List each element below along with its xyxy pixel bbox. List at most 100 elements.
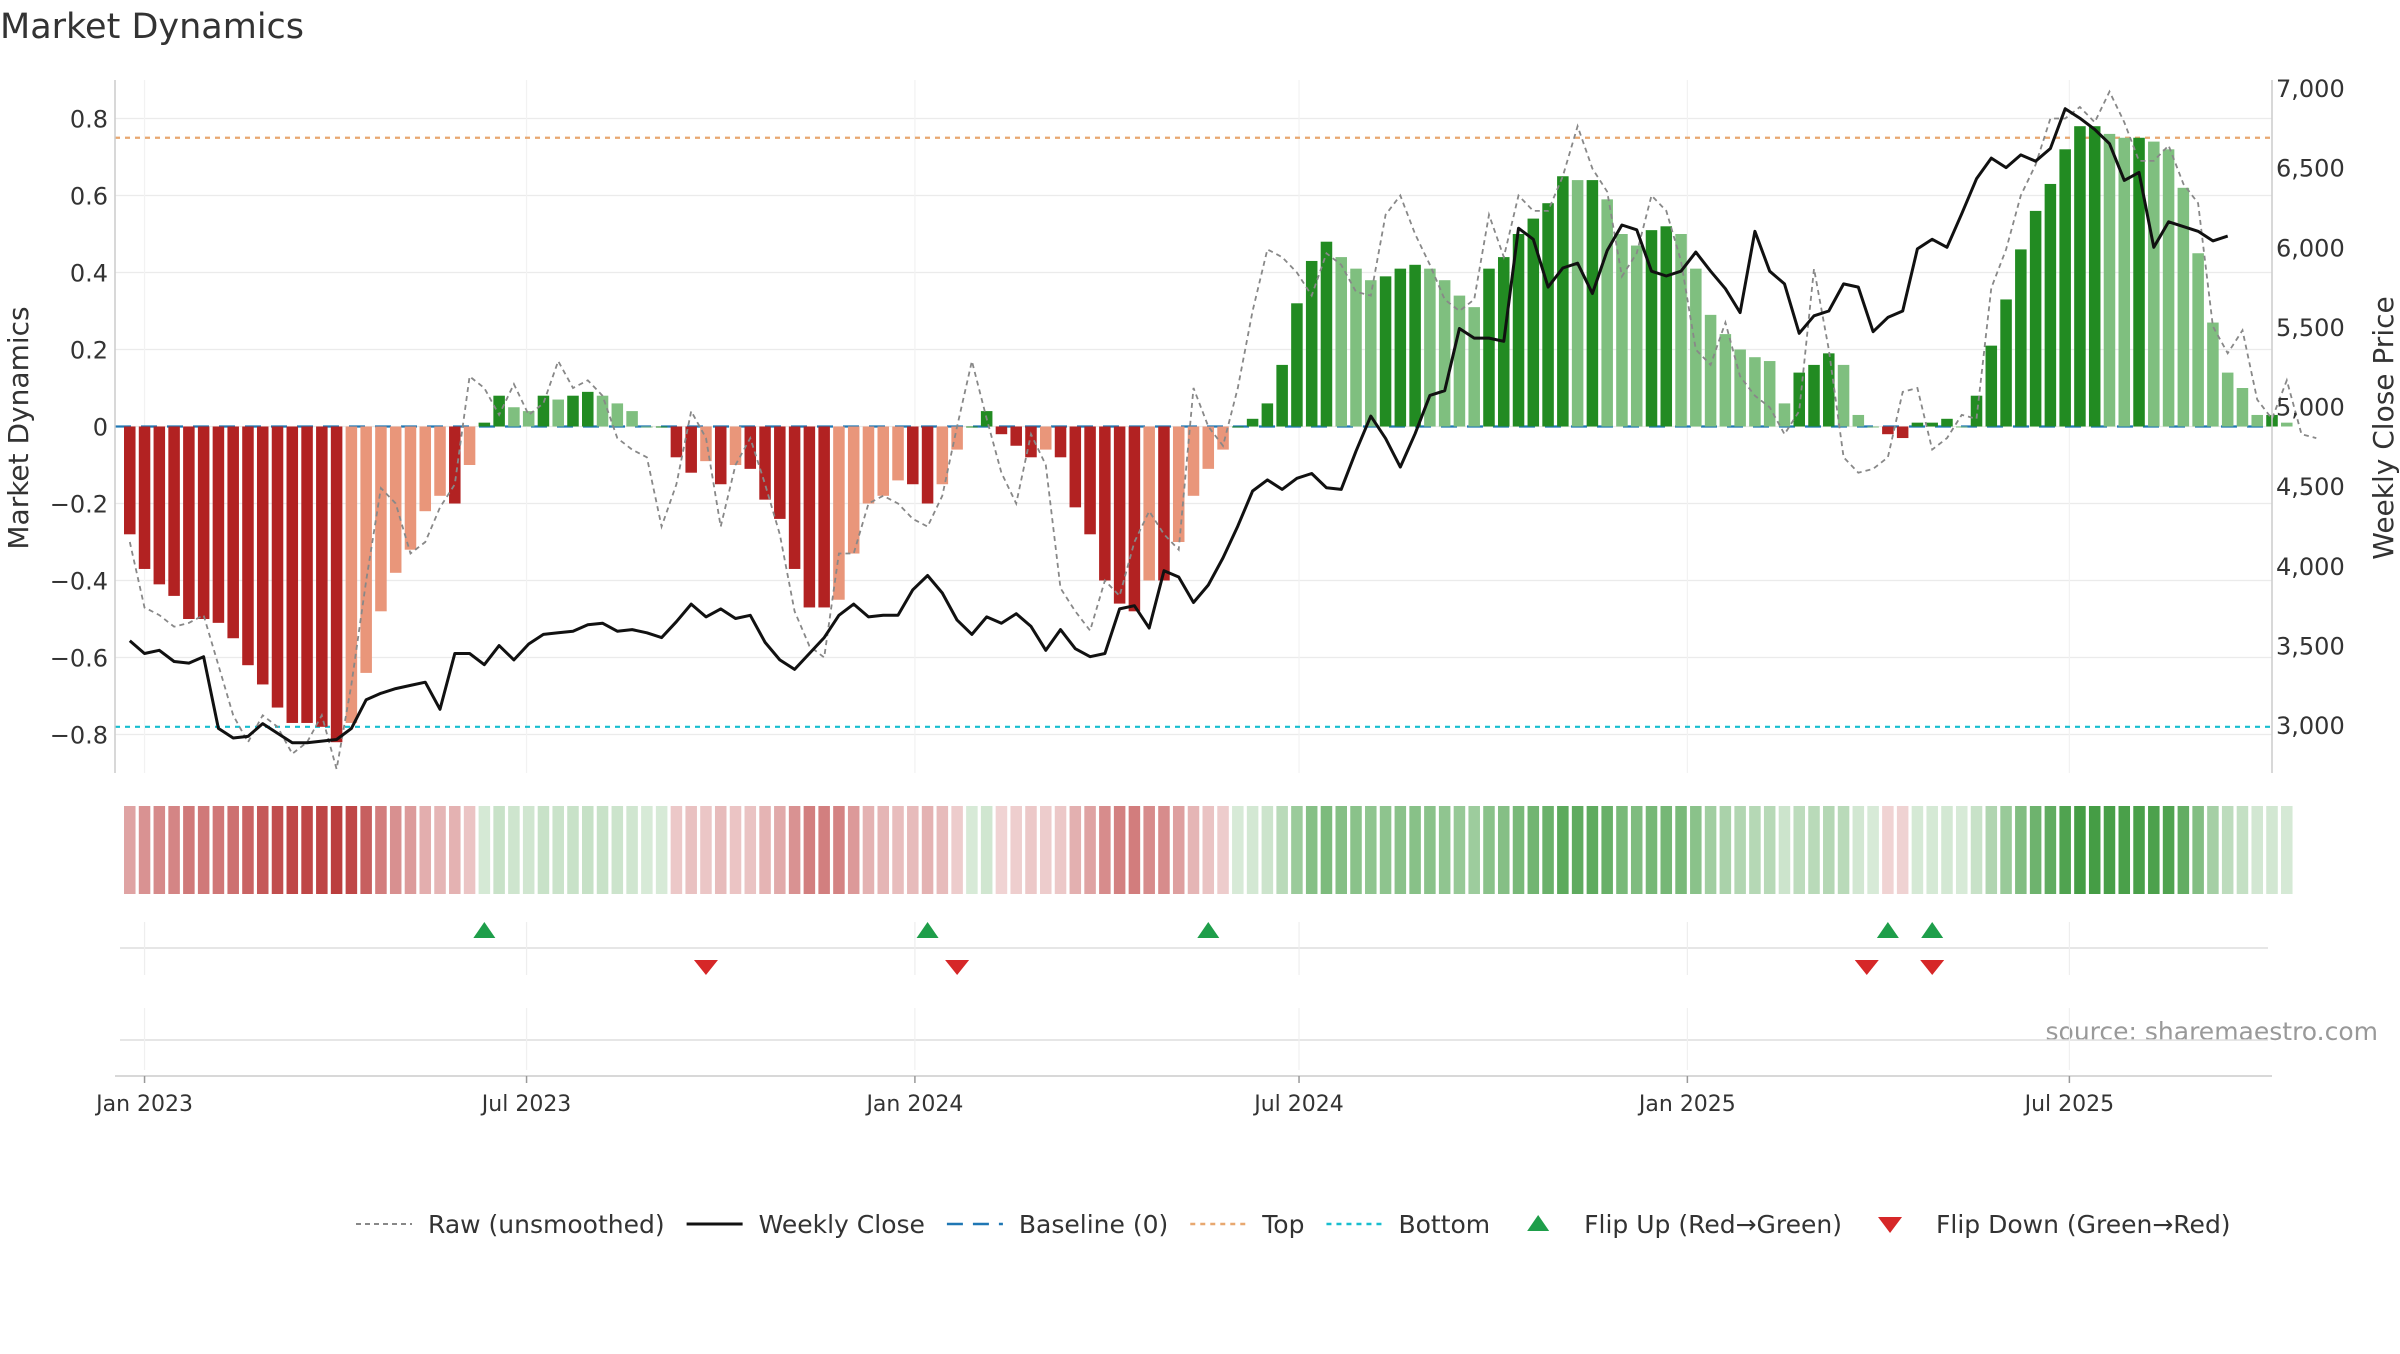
y-tick-label: −0.2 [50, 491, 108, 519]
regime-cell [212, 806, 225, 894]
y2-tick-label: 5,500 [2276, 314, 2345, 342]
regime-cell [1882, 806, 1894, 894]
legend-label: Weekly Close [759, 1210, 925, 1239]
dynamics-bar [641, 426, 653, 428]
regime-cell [1054, 806, 1067, 894]
regime-cell [980, 806, 993, 894]
x-tick-label: Jul 2023 [480, 1092, 572, 1117]
regime-cell [1823, 806, 1835, 894]
raw-series [128, 89, 2317, 770]
regime-cell [1837, 806, 1850, 894]
dynamics-bar [1675, 234, 1687, 427]
dynamics-bar [419, 426, 432, 512]
y2-tick-label: 3,500 [2276, 633, 2345, 661]
dynamics-bar [582, 391, 594, 427]
regime-cell [2207, 806, 2219, 894]
dynamics-bar [1630, 245, 1643, 427]
regime-cell [2029, 806, 2042, 894]
dynamics-bar [788, 426, 801, 569]
y-tick-label: −0.6 [50, 645, 108, 673]
dynamics-bar [389, 426, 402, 573]
dynamics-bar [1305, 260, 1318, 427]
dynamics-bar [493, 395, 505, 427]
regime-cell [966, 806, 978, 894]
regime-cell [1557, 806, 1569, 894]
regime-cell [463, 806, 476, 894]
regime-cell [1527, 806, 1540, 894]
regime-cell [655, 806, 668, 894]
regime-cell [1010, 806, 1022, 894]
dynamics-bar [1202, 426, 1215, 469]
dynamics-bar [1719, 334, 1732, 427]
regime-cell [1158, 806, 1170, 894]
flip-down-marker [693, 960, 718, 975]
y-tick-label: −0.8 [50, 722, 108, 750]
dynamics-bar [1217, 426, 1229, 450]
regime-cell [1985, 806, 1998, 894]
dynamics-bar [1882, 426, 1894, 435]
legend-label: Bottom [1398, 1210, 1490, 1239]
dynamics-bar [301, 426, 313, 723]
legend-label: Flip Up (Red→Green) [1584, 1210, 1842, 1239]
dynamics-bar [729, 426, 742, 465]
dynamics-bar [847, 426, 860, 554]
dynamics-bar [670, 426, 683, 458]
regime-cell [1468, 806, 1480, 894]
dynamics-bar [316, 426, 328, 727]
regime-cell [1453, 806, 1466, 894]
regime-cell [2162, 806, 2175, 894]
legend-item: Baseline (0) [946, 1210, 1168, 1239]
regime-cell [1616, 806, 1628, 894]
dynamics-bar [2103, 133, 2116, 427]
flip-up-marker [916, 922, 939, 938]
regime-cell [1483, 806, 1495, 894]
dynamics-bar [1158, 426, 1170, 581]
dynamics-bar [1571, 180, 1584, 427]
x-tick-label: Jul 2025 [2023, 1092, 2115, 1117]
y-tick-label: 0 [93, 414, 108, 442]
regime-cell [907, 806, 919, 894]
dynamics-bar [212, 426, 225, 623]
dynamics-bar [286, 426, 299, 723]
dynamics-bar [1852, 414, 1865, 427]
dynamics-bar [138, 426, 151, 569]
regime-cell [611, 806, 624, 894]
dynamics-bar [1660, 226, 1673, 427]
regime-cell [1025, 806, 1037, 894]
regime-cell [1350, 806, 1362, 894]
regime-cell [744, 806, 757, 894]
regime-cell [449, 806, 461, 894]
regime-cell [818, 806, 830, 894]
dynamics-bar [1704, 314, 1717, 427]
dynamics-bar [1749, 357, 1761, 427]
dynamics-bar [1453, 295, 1466, 427]
y-tick-label: 0.8 [70, 106, 108, 134]
legend-label: Top [1261, 1210, 1304, 1239]
regime-cell [1778, 806, 1791, 894]
close-series [128, 107, 2229, 745]
regime-cell [522, 806, 535, 894]
dynamics-bar [1039, 426, 1052, 450]
dynamics-bar [1911, 422, 1924, 427]
regime-cell [2103, 806, 2116, 894]
regime-cell [1926, 806, 1938, 894]
dynamics-bar [1941, 418, 1953, 427]
dynamics-bar [1438, 280, 1451, 427]
regime-cell [1409, 806, 1421, 894]
dynamics-bar [596, 395, 609, 427]
regime-cell [375, 806, 387, 894]
regime-cell [2236, 806, 2249, 894]
dynamics-bar [1099, 426, 1111, 581]
flip-down-marker [1920, 960, 1945, 975]
regime-cell [567, 806, 579, 894]
regime-cell [1675, 806, 1687, 894]
regime-cell [1261, 806, 1274, 894]
dynamics-bar [256, 426, 269, 685]
regime-cell [759, 806, 771, 894]
regime-cell [1084, 806, 1096, 894]
dynamics-bar [1261, 403, 1274, 427]
dynamics-bar [685, 426, 697, 473]
regime-cell [995, 806, 1008, 894]
